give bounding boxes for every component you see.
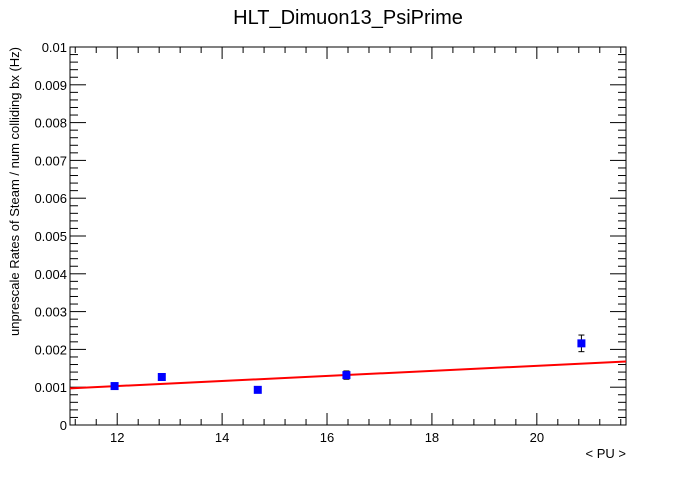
- data-point: [577, 339, 586, 348]
- y-tick-label: 0.002: [34, 342, 67, 357]
- y-axis-title: unprescale Rates of Steam / num collidin…: [7, 47, 22, 336]
- x-tick-label: 18: [425, 430, 439, 445]
- y-tick-label: 0: [60, 418, 67, 433]
- y-tick-label: 0.01: [42, 40, 67, 55]
- y-tick-label: 0.006: [34, 191, 67, 206]
- y-tick-label: 0.008: [34, 116, 67, 131]
- y-tick-label: 0.005: [34, 229, 67, 244]
- data-point: [253, 385, 262, 394]
- data-point: [157, 372, 166, 381]
- x-tick-label: 12: [110, 430, 124, 445]
- x-tick-label: 14: [215, 430, 229, 445]
- y-tick-label: 0.004: [34, 267, 67, 282]
- data-point: [342, 371, 351, 380]
- y-tick-label: 0.001: [34, 380, 67, 395]
- chart-title: HLT_Dimuon13_PsiPrime: [233, 7, 463, 29]
- x-axis-ticks: 12 14 16 18 20: [74, 47, 622, 445]
- y-tick-label: 0.007: [34, 153, 67, 168]
- x-axis-title: < PU >: [586, 446, 626, 461]
- x-tick-label: 16: [320, 430, 334, 445]
- data-points: [110, 334, 586, 394]
- y-axis-ticks: 0 0.001 0.002 0.003 0.004 0.005 0.006 0.007 0.00…: [34, 40, 626, 433]
- y-tick-label: 0.003: [34, 305, 67, 320]
- y-tick-label: 0.009: [34, 78, 67, 93]
- data-point: [110, 382, 119, 391]
- plot-frame: [69, 46, 627, 426]
- x-tick-label: 20: [530, 430, 544, 445]
